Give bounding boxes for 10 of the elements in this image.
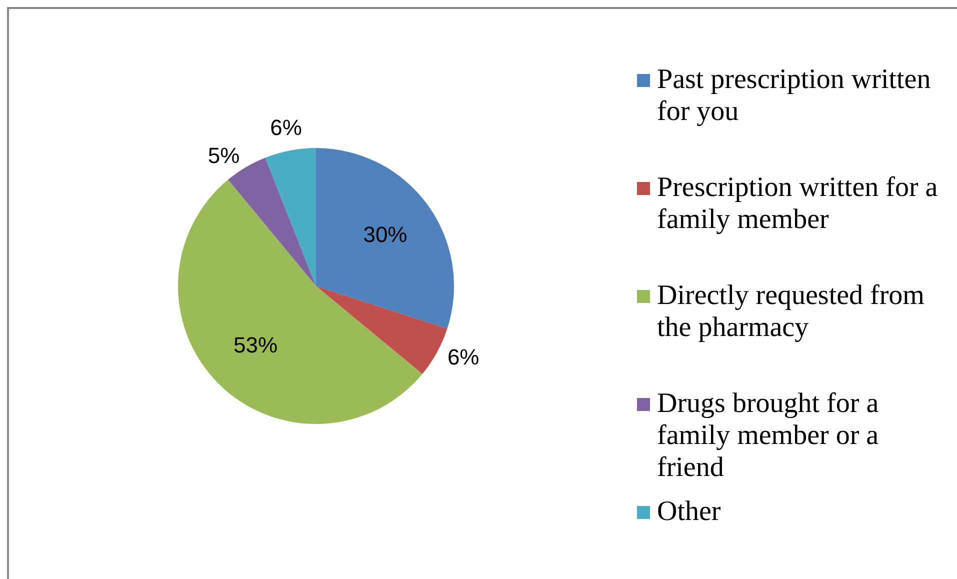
data-label: 6%: [447, 344, 480, 370]
data-label: 5%: [208, 142, 240, 168]
data-label: 30%: [363, 222, 408, 247]
legend-label: Past prescription written for you: [657, 64, 931, 127]
legend-label: Directly requested from the pharmacy: [657, 280, 924, 343]
data-label: 6%: [270, 114, 302, 140]
data-label: 53%: [233, 332, 278, 358]
legend-label: Prescription written for a family member: [657, 172, 938, 235]
legend-label: Drugs brought for a family member or a friend: [657, 388, 879, 483]
legend-label: Other: [657, 496, 721, 527]
